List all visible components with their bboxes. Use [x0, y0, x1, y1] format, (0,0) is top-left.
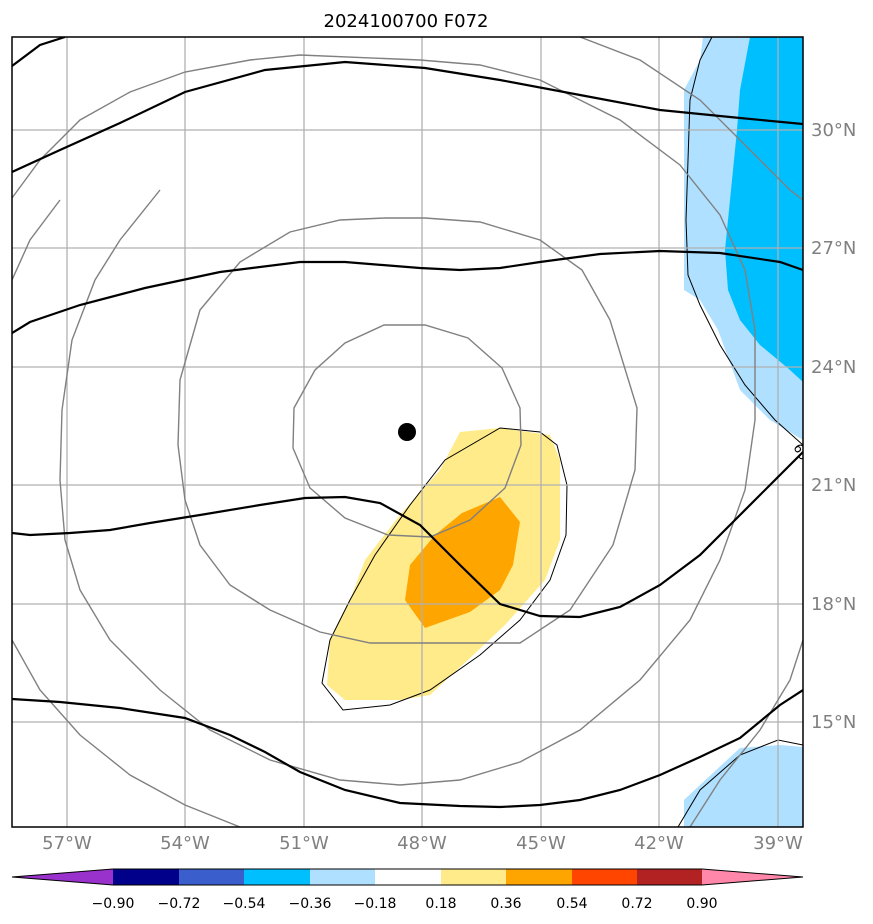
- colorbar: [11, 868, 804, 886]
- thin-outline-contour-positive: [321, 427, 568, 711]
- gray-contour-ring-7: [12, 199, 61, 281]
- lat-label-18n: 18°N: [811, 594, 856, 615]
- longitude-labels: 57°W 54°W 51°W 48°W 45°W 42°W 39°W: [42, 833, 803, 854]
- colorbar-tick-labels: −0.90 −0.72 −0.54 −0.36 −0.18 0.18 0.36 …: [92, 896, 718, 912]
- cb-tick-10: 0.90: [686, 896, 717, 912]
- storm-center-marker: [398, 423, 416, 441]
- lat-label-21n: 21°N: [811, 475, 856, 496]
- black-contour-4: [12, 451, 803, 619]
- cb-tick-6: 0.18: [425, 896, 456, 912]
- lon-label-51w: 51°W: [279, 833, 329, 854]
- cb-tick-1: −0.90: [92, 896, 135, 912]
- colorbar-extend-high: [702, 869, 803, 885]
- lat-label-27n: 27°N: [811, 238, 856, 259]
- gray-contour-ring-4: [12, 639, 241, 827]
- cb-tick-8: 0.54: [556, 896, 587, 912]
- colorbar-segment-4: [310, 869, 375, 885]
- gridlines: [12, 37, 803, 827]
- map-frame: [11, 36, 804, 828]
- lon-label-54w: 54°W: [160, 833, 210, 854]
- lon-label-45w: 45°W: [516, 833, 566, 854]
- colorbar-segment-8: [572, 869, 637, 885]
- gray-contour-ring-5: [579, 37, 803, 201]
- colorbar-segment-7: [506, 869, 572, 885]
- cb-tick-2: −0.72: [158, 896, 201, 912]
- colorbar-segment-9: [637, 869, 702, 885]
- lon-label-57w: 57°W: [42, 833, 92, 854]
- negative-anomaly-light-blue-south: [684, 745, 803, 827]
- lat-label-15n: 15°N: [811, 712, 856, 733]
- lon-label-42w: 42°W: [634, 833, 684, 854]
- colorbar-segment-5: [375, 869, 441, 885]
- gray-contour-ring-6: [689, 639, 803, 827]
- colorbar-segment-2: [179, 869, 244, 885]
- lat-label-24n: 24°N: [811, 357, 856, 378]
- colorbar-segment-3: [244, 869, 310, 885]
- gray-contour-ring-2: [177, 217, 638, 644]
- gray-contour-ring-3: [12, 54, 756, 786]
- cb-tick-4: −0.36: [289, 896, 332, 912]
- gray-pressure-contours: [12, 37, 803, 827]
- black-contour-5: [12, 689, 803, 809]
- gray-contour-ring-1: [292, 324, 522, 538]
- colorbar-segment-1: [113, 869, 179, 885]
- cb-tick-7: 0.36: [490, 896, 521, 912]
- latitude-labels: 30°N 27°N 24°N 21°N 18°N 15°N: [811, 120, 856, 733]
- colorbar-outline: [11, 868, 804, 886]
- cb-tick-5: −0.18: [354, 896, 397, 912]
- map-title: 2024100700 F072: [324, 11, 489, 32]
- lon-label-48w: 48°W: [397, 833, 447, 854]
- colorbar-segment-6: [441, 869, 506, 885]
- map-area: 60: [12, 37, 803, 827]
- black-contour-3: [12, 249, 803, 334]
- cb-tick-3: −0.54: [223, 896, 266, 912]
- lon-label-39w: 39°W: [753, 833, 803, 854]
- black-contour-2: [12, 60, 803, 173]
- black-height-contours: [12, 37, 803, 809]
- cb-tick-9: 0.72: [621, 896, 652, 912]
- negative-anomaly-deep-blue: [725, 37, 803, 382]
- colorbar-extend-low: [12, 869, 113, 885]
- lat-label-30n: 30°N: [811, 120, 856, 141]
- black-contour-1: [12, 37, 66, 67]
